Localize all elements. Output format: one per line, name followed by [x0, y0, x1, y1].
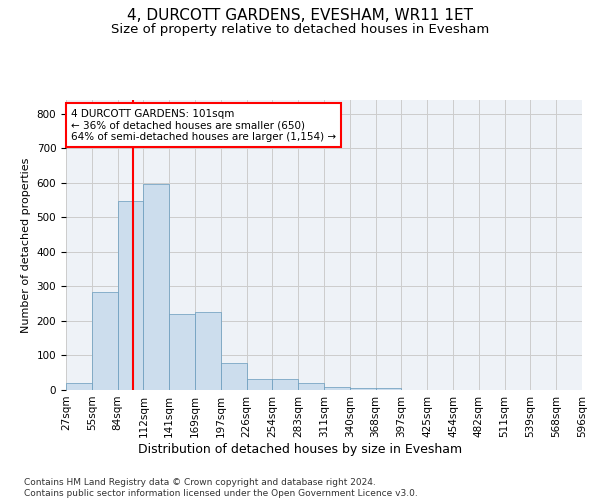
Bar: [376, 388, 401, 390]
Bar: [298, 383, 324, 390]
Bar: [92, 292, 118, 390]
Text: 4 DURCOTT GARDENS: 101sqm
← 36% of detached houses are smaller (650)
64% of semi: 4 DURCOTT GARDENS: 101sqm ← 36% of detac…: [71, 108, 336, 142]
Bar: [272, 378, 298, 390]
Text: 4, DURCOTT GARDENS, EVESHAM, WR11 1ET: 4, DURCOTT GARDENS, EVESHAM, WR11 1ET: [127, 8, 473, 22]
Bar: [195, 312, 221, 390]
Bar: [169, 314, 195, 390]
Text: Size of property relative to detached houses in Evesham: Size of property relative to detached ho…: [111, 22, 489, 36]
Bar: [118, 201, 143, 390]
Bar: [143, 184, 169, 390]
Text: Contains HM Land Registry data © Crown copyright and database right 2024.
Contai: Contains HM Land Registry data © Crown c…: [24, 478, 418, 498]
Bar: [350, 388, 376, 390]
Bar: [324, 387, 350, 390]
Bar: [247, 378, 272, 390]
Bar: [221, 363, 247, 390]
Y-axis label: Number of detached properties: Number of detached properties: [21, 158, 31, 332]
Bar: [66, 383, 92, 390]
Text: Distribution of detached houses by size in Evesham: Distribution of detached houses by size …: [138, 442, 462, 456]
